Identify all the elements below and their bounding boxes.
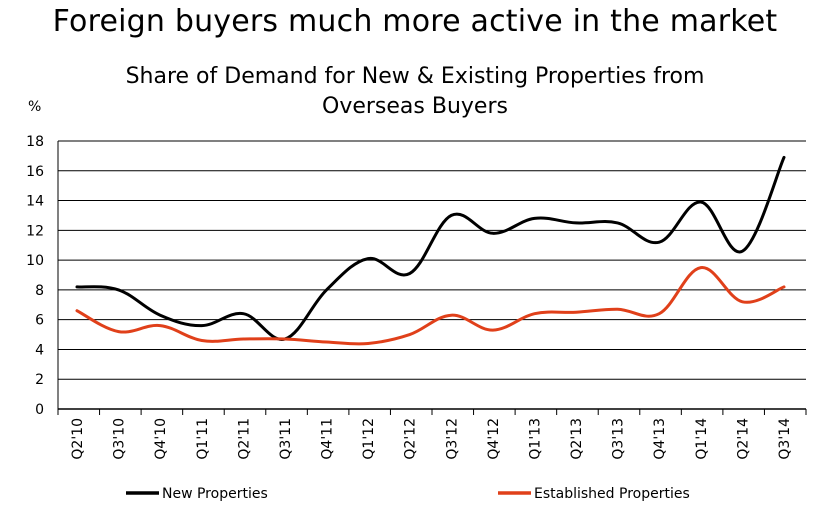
chart-title-line-1: Share of Demand for New & Existing Prope… [125, 64, 705, 89]
y-tick-label: 16 [26, 164, 44, 180]
x-tick-label: Q1'12 [361, 418, 377, 460]
series-lines [75, 155, 786, 346]
x-tick-label: Q2'13 [569, 418, 585, 460]
y-tick-label: 8 [35, 283, 44, 299]
y-axis-unit-label: % [28, 99, 41, 115]
x-tick-label: Q1'14 [694, 418, 710, 460]
gridlines [57, 140, 807, 415]
x-tick-label: Q3'11 [278, 418, 294, 460]
x-tick-label: Q1'13 [527, 418, 543, 460]
y-tick-label: 0 [35, 402, 44, 418]
y-tick-label: 18 [26, 134, 44, 150]
x-tick-label: Q4'13 [652, 418, 668, 460]
x-tick-label: Q2'11 [236, 418, 252, 460]
y-tick-label: 2 [35, 372, 44, 388]
series-line-established-properties [75, 266, 786, 346]
x-tick-label: Q4'10 [153, 418, 169, 460]
legend-label: Established Properties [534, 486, 690, 502]
x-tick-label: Q3'12 [444, 418, 460, 460]
legend: New Properties Established Properties [126, 486, 690, 502]
y-tick-label: 4 [35, 342, 44, 358]
y-tick-label: 12 [26, 223, 44, 239]
y-tick-label: 14 [26, 194, 44, 210]
x-tick-labels: Q2'10 Q3'10 Q4'10 Q1'11 Q2'11 Q3'11 Q4'11 Q1'12… [70, 418, 793, 460]
x-tick-label: Q3'13 [611, 418, 627, 460]
x-tick-label: Q4'12 [486, 418, 502, 460]
chart-title-line-2: Overseas Buyers [322, 94, 508, 119]
legend-label: New Properties [162, 486, 268, 502]
x-tick-label: Q2'10 [70, 418, 86, 460]
y-tick-labels: 0 2 4 6 8 10 12 14 16 18 [26, 134, 44, 418]
x-tick-label: Q3'10 [112, 418, 128, 460]
y-tick-label: 10 [26, 253, 44, 269]
x-tick-label: Q1'11 [195, 418, 211, 460]
headline: Foreign buyers much more active in the m… [52, 4, 778, 39]
x-tick-label: Q2'12 [403, 418, 419, 460]
chart-title: Share of Demand for New & Existing Prope… [0, 62, 830, 122]
x-tick-label: Q3'14 [777, 418, 793, 460]
x-tick-label: Q2'14 [735, 418, 751, 460]
y-tick-label: 6 [35, 313, 44, 329]
series-line-new-properties [75, 155, 786, 341]
x-tick-label: Q4'11 [320, 418, 336, 460]
